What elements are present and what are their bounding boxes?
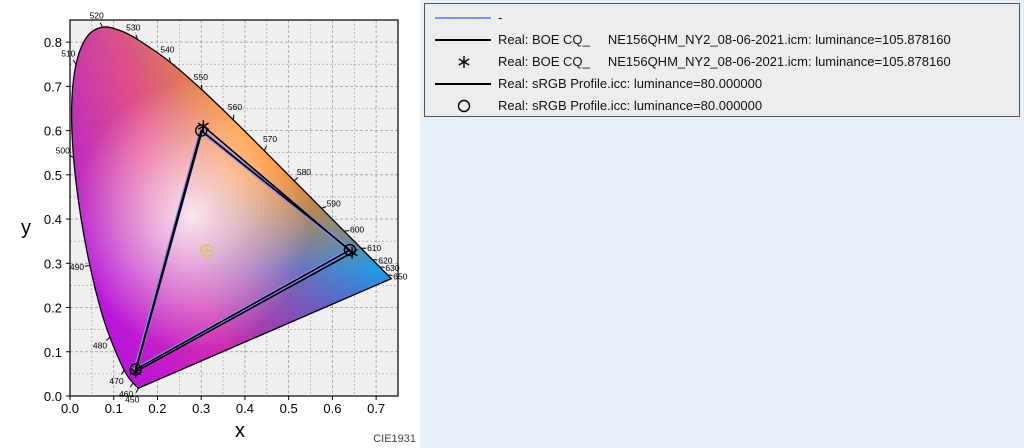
wavelength-label: 500 bbox=[56, 146, 70, 156]
wavelength-label: 580 bbox=[297, 167, 311, 177]
x-tick-label: 0.6 bbox=[323, 401, 341, 416]
legend: - Real: BOE CQ_ NE156QHM_NY2_08-06-2021.… bbox=[424, 3, 1020, 117]
x-tick-label: 0.0 bbox=[61, 401, 79, 416]
wavelength-tick bbox=[321, 206, 327, 209]
legend-line-swatch bbox=[435, 17, 491, 19]
wavelength-label: 590 bbox=[327, 199, 341, 209]
wavelength-tick bbox=[72, 59, 77, 65]
y-tick-label: 0.6 bbox=[44, 124, 62, 139]
wavelength-label: 560 bbox=[228, 102, 242, 112]
legend-asterisk-swatch bbox=[458, 56, 470, 68]
wavelength-tick bbox=[129, 382, 134, 388]
plot-frame bbox=[69, 19, 399, 397]
x-tick-label: 0.2 bbox=[148, 401, 166, 416]
legend-entry: Real: sRGB Profile.icc: luminance=80.000… bbox=[425, 73, 1019, 95]
legend-line-swatch bbox=[435, 39, 491, 41]
wavelength-tick bbox=[168, 57, 171, 63]
spectral-locus bbox=[70, 26, 393, 389]
legend-entry: Real: sRGB Profile.icc: luminance=80.000… bbox=[425, 95, 1019, 117]
legend-line-swatch bbox=[435, 83, 491, 85]
y-tick-label: 0.2 bbox=[44, 301, 62, 316]
wavelength-label: 510 bbox=[61, 49, 75, 59]
wavelength-tick bbox=[387, 274, 393, 276]
x-tick-label: 0.3 bbox=[192, 401, 210, 416]
primary-circle-marker bbox=[129, 363, 142, 376]
legend-entry: Real: BOE CQ_ NE156QHM_NY2_08-06-2021.ic… bbox=[425, 51, 1019, 73]
wavelength-tick bbox=[135, 387, 139, 393]
y-tick-label: 0.8 bbox=[44, 35, 62, 50]
legend-entry: - bbox=[425, 7, 1019, 29]
primary-circle-marker bbox=[194, 124, 208, 137]
chart-footer: CIE1931 bbox=[373, 433, 416, 445]
y-axis-label: y bbox=[21, 217, 31, 239]
wavelength-label: 550 bbox=[194, 72, 208, 82]
x-axis-label: x bbox=[235, 420, 245, 442]
legend-circle-swatch bbox=[457, 99, 471, 113]
wavelength-label: 650 bbox=[393, 272, 407, 282]
wavelength-label: 540 bbox=[160, 45, 174, 55]
wavelength-label: 530 bbox=[126, 22, 140, 32]
y-tick-label: 0.7 bbox=[44, 79, 62, 94]
wavelength-label: 610 bbox=[367, 243, 381, 253]
y-tick-label: 0.1 bbox=[44, 345, 62, 360]
x-tick-label: 0.1 bbox=[105, 401, 123, 416]
wavelength-tick bbox=[99, 22, 103, 28]
legend-label: Real: BOE CQ_ NE156QHM_NY2_08-06-2021.ic… bbox=[498, 32, 951, 47]
primary-circle-marker bbox=[343, 243, 357, 257]
y-tick-label: 0.0 bbox=[44, 389, 62, 404]
wavelength-tick bbox=[263, 145, 267, 151]
wavelength-label: 620 bbox=[378, 255, 392, 265]
x-tick-label: 0.7 bbox=[367, 401, 385, 416]
wavelength-label: 490 bbox=[70, 262, 84, 272]
legend-label: Real: BOE CQ_ NE156QHM_NY2_08-06-2021.ic… bbox=[498, 54, 951, 69]
legend-entry: Real: BOE CQ_ NE156QHM_NY2_08-06-2021.ic… bbox=[425, 29, 1019, 51]
wavelength-tick bbox=[84, 265, 90, 267]
wavelength-label: 520 bbox=[90, 11, 104, 21]
wavelength-label: 600 bbox=[350, 224, 364, 234]
y-tick-label: 0.5 bbox=[44, 168, 62, 183]
wavelength-label: 470 bbox=[109, 376, 123, 386]
wavelength-label: 460 bbox=[119, 389, 133, 399]
y-tick-label: 0.4 bbox=[44, 212, 62, 227]
wavelength-label: 630 bbox=[385, 263, 399, 273]
legend-label: Real: sRGB Profile.icc: luminance=80.000… bbox=[498, 98, 763, 113]
gamut-triangle bbox=[134, 129, 351, 371]
wavelength-label: 480 bbox=[93, 341, 107, 351]
wavelength-tick bbox=[232, 114, 235, 120]
x-tick-label: 0.4 bbox=[236, 401, 254, 416]
legend-label: Real: sRGB Profile.icc: luminance=80.000… bbox=[498, 76, 763, 91]
wavelength-tick bbox=[379, 266, 385, 268]
wavelength-tick bbox=[105, 336, 111, 341]
legend-label: - bbox=[498, 10, 503, 25]
wavelength-tick bbox=[135, 34, 139, 40]
plot-panel: 450 460 470 480 490 500 510 520 530 540 550 560 570 5… bbox=[0, 0, 420, 448]
wavelength-label: 450 bbox=[125, 395, 139, 405]
y-tick-label: 0.3 bbox=[44, 256, 62, 271]
x-tick-label: 0.5 bbox=[280, 401, 298, 416]
wavelength-tick bbox=[120, 370, 125, 375]
wavelength-tick bbox=[293, 177, 299, 182]
wavelength-label: 570 bbox=[263, 134, 277, 144]
wavelength-tick bbox=[344, 230, 350, 232]
